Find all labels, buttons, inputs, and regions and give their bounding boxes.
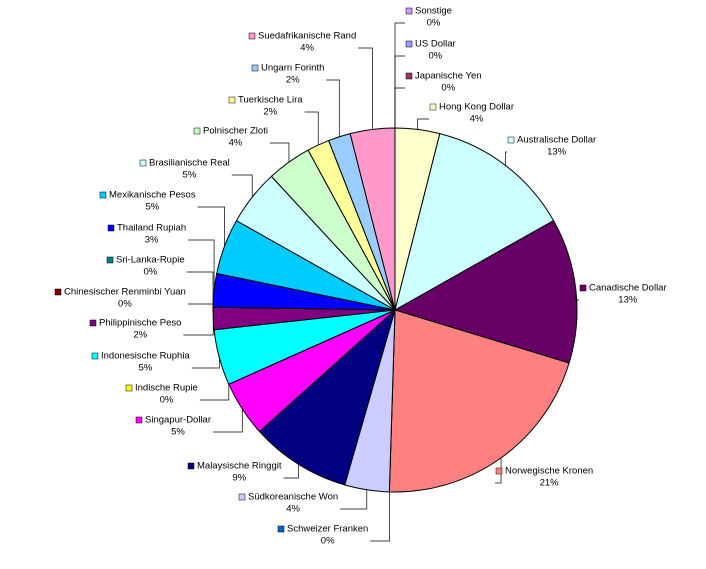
leader-line: [417, 118, 429, 130]
leader-line: [231, 174, 253, 198]
slice-value-label: 21%: [540, 478, 560, 489]
slice-label: Norwegische Kronen: [505, 466, 593, 477]
leader-line: [183, 318, 214, 336]
slice-label: Chinesischer Renminbi Yuan: [64, 287, 186, 298]
leader-line: [283, 464, 299, 479]
slice-label: Sri-Lanka-Rupie: [116, 255, 185, 266]
legend-swatch: [187, 462, 195, 470]
leader-line: [187, 303, 214, 308]
legend-swatch: [495, 467, 503, 475]
legend-swatch: [238, 493, 246, 501]
legend-swatch: [251, 64, 259, 72]
slice-value-label: 4%: [229, 138, 243, 149]
slice-value-label: 2%: [286, 75, 300, 86]
legend-swatch: [107, 224, 115, 232]
leader-line: [394, 22, 405, 128]
slice-value-label: 5%: [171, 427, 185, 438]
slice-value-label: 9%: [232, 473, 246, 484]
legend-swatch: [89, 319, 97, 327]
legend-swatch: [405, 7, 413, 15]
leader-line: [188, 239, 215, 291]
slice-value-label: 2%: [133, 330, 147, 341]
slice-value-label: 13%: [547, 147, 567, 158]
legend-swatch: [507, 136, 515, 144]
leader-line: [326, 79, 340, 137]
leader-line: [191, 357, 220, 369]
legend-swatch: [91, 352, 99, 360]
legend-swatch: [405, 72, 413, 80]
slice-label: Sonstige: [415, 6, 452, 17]
leader-line: [213, 409, 243, 433]
leader-line: [197, 206, 225, 247]
slices: [212, 127, 578, 493]
slice-label: Singapur-Dollar: [145, 415, 211, 426]
legend-swatch: [106, 256, 114, 264]
legend-swatch: [579, 284, 587, 292]
slice-label: Südkoreanische Won: [248, 492, 338, 503]
legend-swatch: [405, 40, 413, 48]
leader-line: [370, 491, 390, 542]
legend-swatch: [139, 159, 147, 167]
pie-slice: [394, 132, 555, 312]
slice-label: Hong Kong Dollar: [439, 102, 514, 113]
slice-value-label: 0%: [143, 267, 157, 278]
slice-value-label: 5%: [139, 363, 153, 374]
slice-label: Japanische Yen: [415, 71, 482, 82]
leader-lines: [183, 22, 579, 542]
slice-value-label: 0%: [427, 18, 441, 29]
slice-label: Polnischer Zloti: [203, 126, 268, 137]
leader-line: [495, 457, 502, 484]
slice-label: Australische Dollar: [517, 135, 596, 146]
slice-label: Ungarn Forinth: [261, 63, 324, 74]
legend-swatch: [228, 96, 236, 104]
slice-value-label: 4%: [286, 504, 300, 515]
legend-swatch: [429, 103, 437, 111]
slice-value-label: 3%: [145, 235, 159, 246]
slice-label: US Dollar: [415, 39, 456, 50]
leader-line: [340, 489, 368, 510]
slice-label: Canadische Dollar: [589, 283, 667, 294]
pie-slice: [393, 219, 578, 364]
leader-line: [394, 55, 405, 128]
slice-value-label: 0%: [118, 299, 132, 310]
leader-line: [199, 384, 230, 401]
slice-label: Malaysische Ringgit: [197, 461, 282, 472]
slice-value-label: 5%: [145, 202, 159, 213]
slice-label: Philippinische Peso: [99, 318, 181, 329]
leader-line: [394, 87, 405, 128]
legend-swatch: [99, 191, 107, 199]
slice-label: Brasilianische Real: [149, 158, 230, 169]
slice-value-label: 0%: [441, 83, 455, 94]
slice-value-label: 4%: [470, 114, 484, 125]
slice-label: Thailand Rupiah: [117, 223, 186, 234]
slice-label: Mexikanische Pesos: [109, 190, 196, 201]
slice-label: Schweizer Franken: [287, 524, 368, 535]
slice-value-label: 0%: [321, 536, 335, 547]
legend-swatch: [248, 32, 256, 40]
leader-line: [358, 47, 373, 130]
slice-label: Tuerkische Lira: [238, 95, 303, 106]
slice-label: Suedafrikanische Rand: [258, 31, 356, 42]
leader-line: [186, 271, 214, 308]
slice-value-label: 13%: [618, 295, 638, 306]
legend-swatch: [125, 384, 133, 392]
slice-label: Indische Rupie: [135, 383, 198, 394]
slice-label: Indonesische Ruphia: [101, 351, 190, 362]
legend-swatch: [135, 416, 143, 424]
legend-swatch: [277, 525, 285, 533]
legend-swatch: [193, 127, 201, 135]
slice-value-label: 0%: [160, 395, 174, 406]
slice-value-label: 0%: [428, 51, 442, 62]
leader-line: [304, 111, 319, 145]
slice-value-label: 2%: [263, 107, 277, 118]
slice-value-label: 5%: [183, 170, 197, 181]
legend-swatch: [54, 288, 62, 296]
leader-line: [505, 151, 507, 166]
leader-line: [269, 142, 290, 163]
slice-value-label: 4%: [300, 43, 314, 54]
leader-line: [575, 290, 579, 301]
